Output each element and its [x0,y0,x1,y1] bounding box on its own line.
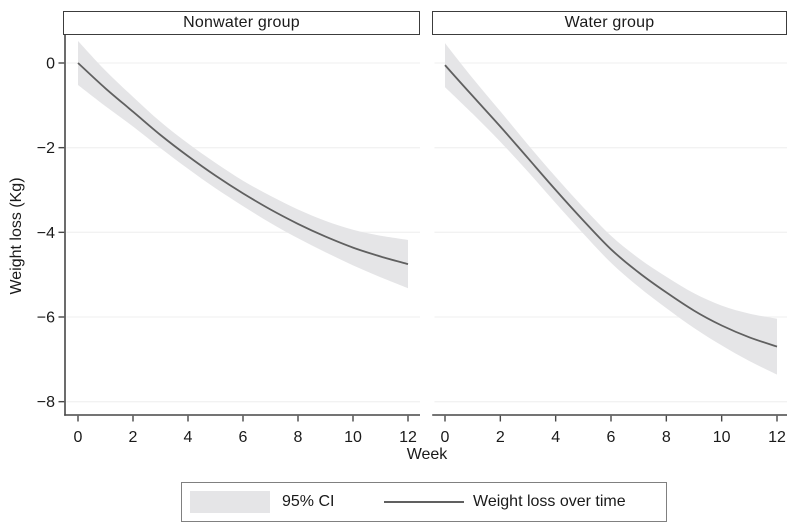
trend-legend-label: Weight loss over time [473,493,626,510]
x-tick-label: 10 [713,429,731,446]
panel-title-water: Water group [432,11,787,35]
y-tick-label: −6 [37,309,55,326]
x-tick-label: 0 [74,429,83,446]
y-tick-label: 0 [46,56,55,73]
y-tick-label: −4 [37,225,55,242]
x-tick-label: 12 [399,429,417,446]
ci-band [78,41,408,289]
ci-band [445,43,777,375]
x-tick-label: 8 [294,429,303,446]
y-tick-label: −2 [37,140,55,157]
x-tick-label: 4 [551,429,560,446]
ci-legend-label: 95% CI [282,493,335,510]
panel-title-nonwater: Nonwater group [63,11,420,35]
trend-line [77,62,409,265]
ci-band-swatch [190,491,270,513]
trend-line-swatch [384,501,464,503]
trend-line [444,64,778,348]
x-tick-label: 10 [344,429,362,446]
x-tick-label: 2 [496,429,505,446]
x-tick-label: 6 [239,429,248,446]
x-axis-label: Week [406,446,448,463]
y-tick-label: −8 [37,394,55,411]
x-tick-label: 6 [607,429,616,446]
x-tick-label: 12 [768,429,786,446]
x-tick-label: 4 [184,429,193,446]
x-tick-label: 2 [129,429,138,446]
legend: 95% CI Weight loss over time [181,482,667,522]
x-tick-label: 8 [662,429,671,446]
x-tick-label: 0 [441,429,450,446]
